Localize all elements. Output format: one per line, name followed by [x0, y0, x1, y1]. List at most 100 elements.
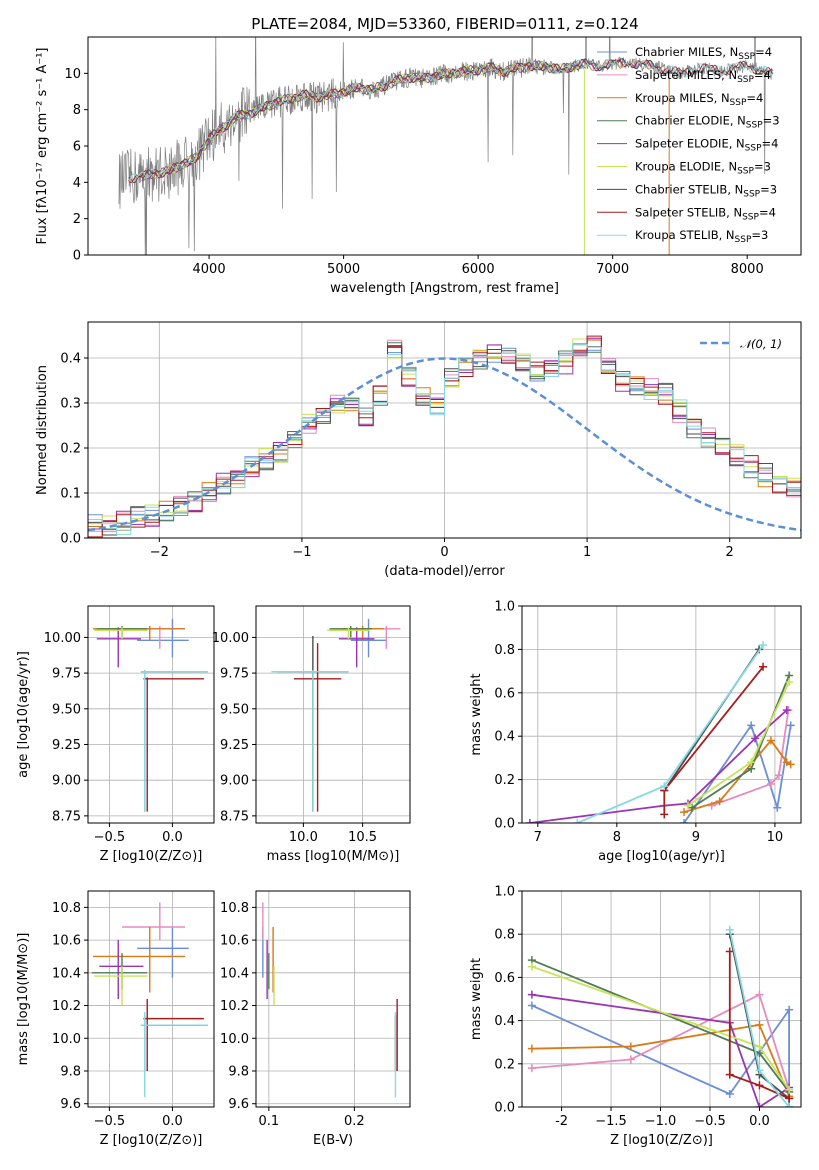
errorbar-salpeter-elodie: [338, 627, 375, 668]
errorbar-kroupa-stelib: [271, 670, 349, 812]
errorbar-chabrier-elodie: [329, 625, 373, 638]
weight-line-salpeter-miles: [711, 710, 790, 807]
legend-label-kroupa-elodie: Kroupa ELODIE, NSSP=3: [635, 160, 771, 177]
errorbar-kroupa-elodie: [327, 627, 370, 639]
x-axis-label: mass [log10(M/M⊙)]: [267, 849, 400, 864]
weight-marker-kroupa-miles: [715, 797, 724, 806]
y-tick-label: 0.4: [60, 352, 81, 367]
panel-mass-vs-EBV: 0.1 0.2 9.6 9.8 10.0 10.2 10.4 10.6 10.8 E(B-V): [220, 890, 411, 1148]
plot-area-spectrum: [118, 37, 774, 255]
x-tick-label: 8000: [731, 262, 764, 277]
x-tick-label: −1: [292, 545, 311, 560]
histogram-chabrier-miles: [88, 343, 801, 531]
y-tick-label: 0.2: [60, 442, 81, 457]
y-tick-label: 10.8: [52, 901, 81, 916]
y-tick-label: 0.0: [494, 1101, 515, 1116]
x-axis-label: Z [log10(Z/Z⊙)]: [100, 1133, 203, 1148]
x-tick-label: 10.5: [348, 830, 377, 845]
axes-frame-mass-vs-Z: [87, 890, 215, 1108]
errorbar-kroupa-miles: [93, 927, 186, 993]
weight-marker-chabrier-miles: [785, 1005, 794, 1014]
x-tick-label: −1.5: [595, 1114, 627, 1129]
weight-marker-kroupa-stelib: [573, 819, 582, 823]
legend-label-chabrier-elodie: Chabrier ELODIE, NSSP=3: [635, 114, 780, 131]
x-tick-label: 0.0: [749, 1114, 770, 1129]
y-tick-label: 10.2: [220, 999, 249, 1014]
x-tick-label: 10: [767, 830, 784, 845]
axes-frame-spectrum: [87, 36, 802, 256]
errorbar-chabrier-miles: [137, 618, 189, 658]
errorbar-salpeter-miles: [122, 902, 186, 941]
weight-marker-salpeter-miles: [755, 990, 764, 999]
panel-mass-vs-Z: −0.5 0.0 9.6 9.8 10.0 10.2 10.4 10.6 10.8 Z [log1…: [16, 890, 215, 1148]
weight-marker-chabrier-miles: [773, 803, 782, 812]
y-tick-label: 10.4: [220, 966, 249, 981]
y-tick-label: 9.25: [52, 738, 81, 753]
weight-marker-salpeter-stelib: [725, 947, 734, 956]
histogram-kroupa-stelib: [88, 343, 801, 535]
y-tick-label: 8.75: [52, 809, 81, 824]
panel-spectrum: 4000 5000 6000 7000 8000 0 2 4 6 8 10 wavelength [A…: [35, 36, 802, 296]
errorbar-kroupa-stelib: [140, 670, 208, 812]
x-tick-label: −2: [150, 545, 169, 560]
histogram-kroupa-miles: [88, 339, 801, 537]
x-tick-label: -2: [555, 1114, 568, 1129]
y-tick-label: 0.1: [60, 487, 81, 502]
y-tick-label: 10.0: [52, 1032, 81, 1047]
histogram-chabrier-elodie: [88, 342, 801, 530]
weight-marker-salpeter-stelib: [755, 1081, 764, 1090]
weight-marker-salpeter-elodie: [751, 734, 760, 743]
weight-marker-kroupa-elodie: [683, 801, 692, 810]
y-tick-label: 9.50: [52, 702, 81, 717]
weight-line-kroupa-miles: [531, 1023, 790, 1097]
errorbar-salpeter-elodie: [96, 627, 141, 668]
panel-age-vs-mass: 10.0 10.5 8.75 9.00 9.25 9.50 9.75 10.00 mass [l…: [212, 605, 411, 864]
legend-subscript: SSP: [737, 75, 754, 85]
weight-line-salpeter-stelib: [728, 951, 790, 1100]
legend-subscript: SSP: [743, 189, 760, 199]
x-tick-label: 0.1: [258, 1114, 279, 1129]
weight-marker-kroupa-elodie: [785, 1085, 794, 1094]
y-tick-label: 0.6: [494, 971, 515, 986]
errorbar-kroupa-stelib: [140, 1012, 208, 1098]
panel-weight-vs-age: 7 8 9 10 0.0 0.2 0.4 0.6 0.8 1.0 age [log10(age/yr…: [469, 600, 802, 864]
x-axis-label: Z [log10(Z/Z⊙)]: [100, 849, 203, 864]
legend-subscript: SSP: [742, 212, 759, 222]
weight-marker-kroupa-elodie: [755, 1042, 764, 1051]
legend-value: =3: [754, 160, 771, 174]
x-tick-label: 2: [726, 545, 734, 560]
panel-age-vs-Z: −0.5 0.0 8.75 9.00 9.25 9.50 9.75 10.00 Z [log10…: [16, 605, 215, 864]
y-tick-label: 10.8: [220, 901, 249, 916]
plot-area-weight-vs-Z: [522, 891, 801, 1107]
histogram-chabrier-stelib: [88, 345, 801, 536]
x-tick-label: 0.0: [162, 1114, 183, 1129]
x-tick-label: −0.5: [694, 1114, 726, 1129]
y-axis-label: Flux [fλ10⁻¹⁷ erg cm⁻² s⁻¹ A⁻¹]: [35, 48, 50, 245]
y-axis-label: mass [log10(M/M⊙)]: [16, 933, 31, 1066]
panel-weight-vs-Z: -2 −1.5 −1.0 −0.5 0.0 0.0 0.2 0.4 0.6 0.8 1.0 Z [lo…: [469, 885, 802, 1148]
plot-area-residuals: [88, 322, 801, 538]
x-tick-label: −0.5: [94, 1114, 126, 1129]
x-axis-label: wavelength [Angstrom, rest frame]: [330, 281, 559, 296]
model-line-salpeter-stelib: [128, 59, 774, 184]
weight-marker-kroupa-miles: [786, 760, 795, 769]
x-tick-label: −0.5: [94, 830, 126, 845]
errorbar-salpeter-stelib: [143, 677, 204, 812]
legend-value: =3: [760, 182, 777, 196]
x-tick-label: 0.2: [344, 1114, 365, 1129]
y-tick-label: 0.4: [494, 1014, 515, 1029]
errorbar-kroupa-elodie: [94, 966, 148, 1006]
legend-subscript: SSP: [730, 98, 747, 108]
y-axis-label: mass weight: [469, 958, 484, 1040]
y-tick-label: 0.3: [60, 397, 81, 412]
y-tick-label: 9.00: [52, 774, 81, 789]
y-tick-label: 9.6: [60, 1097, 81, 1112]
model-line-kroupa-elodie: [141, 60, 587, 179]
y-tick-label: 10.00: [44, 631, 81, 646]
legend-label-gaussian: 𝒩(0, 1): [740, 337, 782, 351]
y-tick-label: 0.6: [494, 686, 515, 701]
y-tick-label: 6: [73, 140, 81, 155]
legend-label-salpeter-elodie: Salpeter ELODIE, NSSP=4: [635, 137, 778, 154]
y-tick-label: 0.8: [494, 928, 515, 943]
